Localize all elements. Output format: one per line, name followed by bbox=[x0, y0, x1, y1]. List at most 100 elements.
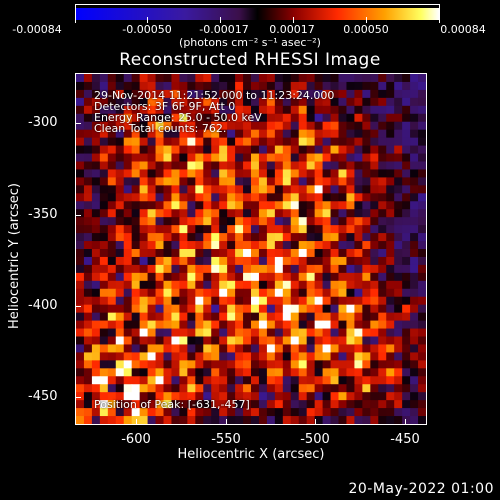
heatmap-pixel bbox=[354, 368, 363, 377]
heatmap-pixel bbox=[258, 352, 268, 361]
heatmap-pixel bbox=[171, 384, 180, 393]
heatmap-pixel bbox=[378, 384, 387, 393]
heatmap-pixel bbox=[211, 320, 220, 330]
heatmap-pixel bbox=[322, 368, 332, 377]
x-tick-mark bbox=[136, 419, 137, 425]
heatmap-pixel bbox=[370, 336, 379, 345]
heatmap-pixel bbox=[179, 384, 188, 393]
heatmap-pixel bbox=[346, 368, 355, 377]
heatmap-pixel bbox=[171, 400, 180, 409]
heatmap-pixel bbox=[354, 97, 363, 107]
heatmap-pixel bbox=[91, 105, 101, 115]
heatmap-pixel bbox=[227, 296, 236, 306]
heatmap-pixel bbox=[258, 368, 268, 377]
heatmap-pixel bbox=[378, 89, 387, 99]
heatmap-pixel bbox=[195, 272, 204, 282]
heatmap-pixel bbox=[211, 368, 220, 377]
heatmap-pixel bbox=[394, 384, 403, 393]
heatmap-pixel bbox=[203, 312, 212, 322]
heatmap-pixel bbox=[203, 74, 212, 83]
heatmap-pixel bbox=[251, 169, 260, 178]
heatmap-pixel bbox=[266, 137, 276, 147]
heatmap-pixel bbox=[147, 105, 157, 115]
heatmap-pixel bbox=[330, 193, 339, 202]
heatmap-pixel bbox=[163, 153, 172, 162]
heatmap-pixel bbox=[203, 169, 212, 178]
heatmap-pixel bbox=[402, 400, 411, 409]
heatmap-pixel bbox=[83, 264, 93, 274]
heatmap-pixel bbox=[410, 161, 419, 170]
heatmap-pixel bbox=[290, 296, 300, 306]
heatmap-pixel bbox=[322, 209, 332, 218]
heatmap-pixel bbox=[131, 193, 141, 202]
heatmap-pixel bbox=[266, 241, 276, 250]
heatmap-pixel bbox=[179, 368, 188, 377]
heatmap-pixel bbox=[346, 384, 355, 393]
heatmap-pixel bbox=[322, 288, 332, 298]
heatmap-pixel bbox=[171, 304, 180, 314]
heatmap-pixel bbox=[219, 376, 228, 385]
heatmap-pixel bbox=[330, 89, 339, 99]
heatmap-pixel bbox=[243, 169, 252, 178]
heatmap-pixel bbox=[314, 177, 324, 186]
heatmap-pixel bbox=[243, 256, 252, 266]
heatmap-pixel bbox=[91, 376, 101, 385]
heatmap-pixel bbox=[346, 169, 355, 178]
heatmap-pixel bbox=[195, 400, 204, 409]
heatmap-pixel bbox=[115, 368, 125, 377]
heatmap-pixel bbox=[386, 161, 395, 170]
heatmap-pixel bbox=[378, 209, 387, 218]
heatmap-pixel bbox=[274, 296, 284, 306]
heatmap-pixel bbox=[76, 185, 85, 194]
heatmap-pixel bbox=[163, 201, 172, 210]
heatmap-pixel bbox=[187, 264, 196, 274]
heatmap-pixel bbox=[394, 81, 403, 91]
heatmap-pixel bbox=[298, 400, 308, 409]
heatmap-pixel bbox=[155, 384, 164, 393]
x-tick-mark bbox=[226, 419, 227, 425]
heatmap-pixel bbox=[346, 225, 355, 234]
heatmap-pixel bbox=[402, 105, 411, 115]
heatmap-pixel bbox=[362, 193, 371, 202]
heatmap-pixel bbox=[274, 169, 284, 178]
heatmap-pixel bbox=[99, 312, 109, 322]
heatmap-pixel bbox=[386, 145, 395, 155]
heatmap-pixel bbox=[282, 121, 292, 131]
heatmap-pixel bbox=[195, 201, 204, 210]
heatmap-pixel bbox=[274, 74, 284, 83]
heatmap-pixel bbox=[147, 153, 157, 162]
x-tick-mark bbox=[315, 419, 316, 425]
heatmap-pixel bbox=[258, 217, 268, 226]
heatmap-pixel bbox=[418, 360, 426, 369]
heatmap-pixel bbox=[290, 137, 300, 147]
heatmap-pixel bbox=[258, 81, 268, 91]
heatmap-pixel bbox=[139, 296, 149, 306]
heatmap-pixel bbox=[338, 193, 347, 202]
heatmap-pixel bbox=[418, 81, 426, 91]
heatmap-pixel bbox=[258, 129, 268, 139]
heatmap-pixel bbox=[76, 217, 85, 226]
heatmap-pixel bbox=[187, 193, 196, 202]
heatmap-pixel bbox=[195, 89, 204, 99]
heatmap-pixel bbox=[266, 384, 276, 393]
heatmap-pixel bbox=[402, 416, 411, 424]
heatmap-pixel bbox=[354, 384, 363, 393]
heatmap-pixel bbox=[386, 153, 395, 162]
heatmap-pixel bbox=[155, 113, 164, 123]
heatmap-pixel bbox=[195, 177, 204, 186]
heatmap-pixel bbox=[354, 320, 363, 330]
heatmap-pixel bbox=[370, 256, 379, 266]
heatmap-pixel bbox=[147, 217, 157, 226]
heatmap-pixel bbox=[163, 217, 172, 226]
heatmap-pixel bbox=[394, 336, 403, 345]
heatmap-pixel bbox=[187, 312, 196, 322]
heatmap-pixel bbox=[123, 256, 133, 266]
heatmap-pixel bbox=[290, 272, 300, 282]
heatmap-pixel bbox=[227, 241, 236, 250]
heatmap-pixel bbox=[274, 137, 284, 147]
heatmap-pixel bbox=[402, 352, 411, 361]
heatmap-pixel bbox=[330, 81, 339, 91]
heatmap-pixel bbox=[243, 145, 252, 155]
heatmap-pixel bbox=[378, 416, 387, 424]
heatmap-pixel bbox=[338, 392, 347, 401]
